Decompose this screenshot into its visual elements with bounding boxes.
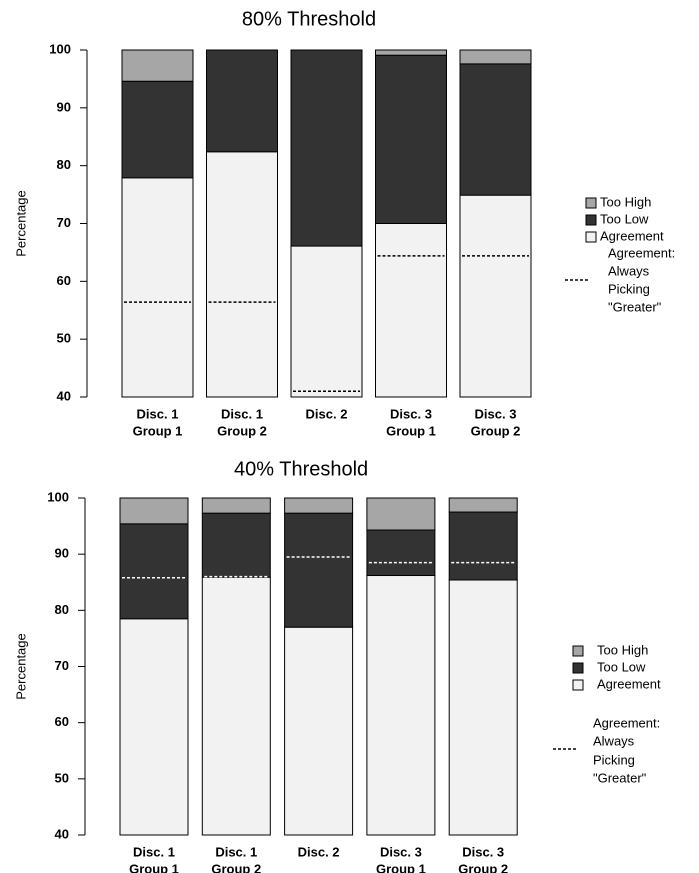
bar-segment: [459, 194, 532, 398]
y-tick-label: 100: [49, 41, 71, 56]
legend-label: Always: [608, 263, 650, 278]
bar-segment: [375, 49, 447, 56]
x-tick-label: Disc. 3: [390, 406, 432, 421]
y-tick-label: 80: [55, 602, 69, 617]
x-tick-label: Disc. 2: [298, 844, 340, 859]
x-tick-label: Group 1: [386, 423, 436, 438]
y-tick-label: 50: [57, 331, 71, 346]
bar-segment: [119, 523, 189, 620]
legend-swatch: [585, 197, 597, 209]
legend-label: "Greater": [593, 770, 647, 785]
y-axis-label: Percentage: [13, 633, 28, 700]
legend-label: "Greater": [608, 299, 662, 314]
bar-segment: [121, 80, 194, 179]
bar-segment: [366, 529, 436, 577]
bar-segment: [448, 511, 518, 581]
bar-segment: [121, 49, 194, 82]
y-tick-label: 50: [55, 770, 69, 785]
x-tick-label: Group 2: [211, 861, 261, 873]
x-tick-label: Disc. 2: [306, 406, 348, 421]
x-tick-label: Disc. 3: [462, 844, 504, 859]
bar-segment: [119, 618, 189, 836]
bar-segment: [366, 497, 436, 531]
bar-segment: [375, 54, 447, 224]
chart-title: 80% Threshold: [242, 8, 376, 30]
legend-label: Agreement: [600, 228, 664, 243]
legend-label: Picking: [593, 752, 635, 767]
bar-segment: [290, 245, 363, 398]
y-tick-label: 60: [57, 273, 71, 288]
y-tick-label: 60: [55, 714, 69, 729]
legend-swatch: [572, 645, 584, 657]
y-tick-label: 40: [57, 388, 71, 403]
x-tick-label: Group 2: [471, 423, 521, 438]
bar-segment: [201, 497, 271, 514]
legend-swatch: [572, 662, 584, 674]
bar-segment: [201, 512, 271, 578]
x-tick-label: Disc. 3: [475, 406, 517, 421]
x-tick-label: Group 1: [133, 423, 183, 438]
x-tick-label: Disc. 1: [221, 406, 263, 421]
legend-swatch: [585, 231, 597, 243]
y-tick-label: 40: [55, 826, 69, 841]
bar-segment: [206, 49, 278, 153]
y-axis-label: Percentage: [13, 190, 28, 257]
bar-segment: [121, 177, 194, 398]
legend-label: Agreement:: [608, 245, 675, 260]
bar-segment: [201, 576, 271, 836]
bar-segment: [284, 497, 354, 514]
x-tick-label: Group 2: [217, 423, 267, 438]
bar-segment: [448, 579, 518, 836]
x-tick-label: Group 1: [129, 861, 179, 873]
y-tick-label: 70: [55, 658, 69, 673]
legend-label: Always: [593, 733, 635, 748]
bar-segment: [290, 49, 363, 247]
bar-segment: [119, 497, 189, 525]
y-tick-label: 70: [57, 215, 71, 230]
legend-label: Too Low: [597, 659, 646, 674]
y-tick-label: 100: [47, 489, 69, 504]
y-tick-label: 90: [57, 99, 71, 114]
bar-segment: [375, 223, 447, 398]
x-tick-label: Disc. 1: [215, 844, 257, 859]
y-tick-label: 90: [55, 546, 69, 561]
legend-swatch: [585, 214, 597, 226]
legend-label: Agreement:: [593, 715, 660, 730]
x-tick-label: Group 1: [376, 861, 426, 873]
legend-label: Picking: [608, 281, 650, 296]
chart-title: 40% Threshold: [234, 458, 368, 480]
y-tick-label: 80: [57, 157, 71, 172]
x-tick-label: Disc. 1: [137, 406, 179, 421]
bar-segment: [459, 49, 532, 65]
x-tick-label: Group 2: [458, 861, 508, 873]
bar-segment: [284, 626, 354, 836]
x-tick-label: Disc. 1: [133, 844, 175, 859]
legend-label: Too Low: [600, 211, 649, 226]
bar-segment: [448, 497, 518, 513]
legend-swatch: [572, 679, 584, 691]
bar-segment: [206, 151, 278, 398]
legend-label: Too High: [600, 194, 651, 209]
bar-segment: [284, 512, 354, 628]
bar-segment: [459, 63, 532, 196]
legend-label: Too High: [597, 642, 648, 657]
x-tick-label: Disc. 3: [380, 844, 422, 859]
bar-segment: [366, 575, 436, 836]
legend-label: Agreement: [597, 676, 661, 691]
